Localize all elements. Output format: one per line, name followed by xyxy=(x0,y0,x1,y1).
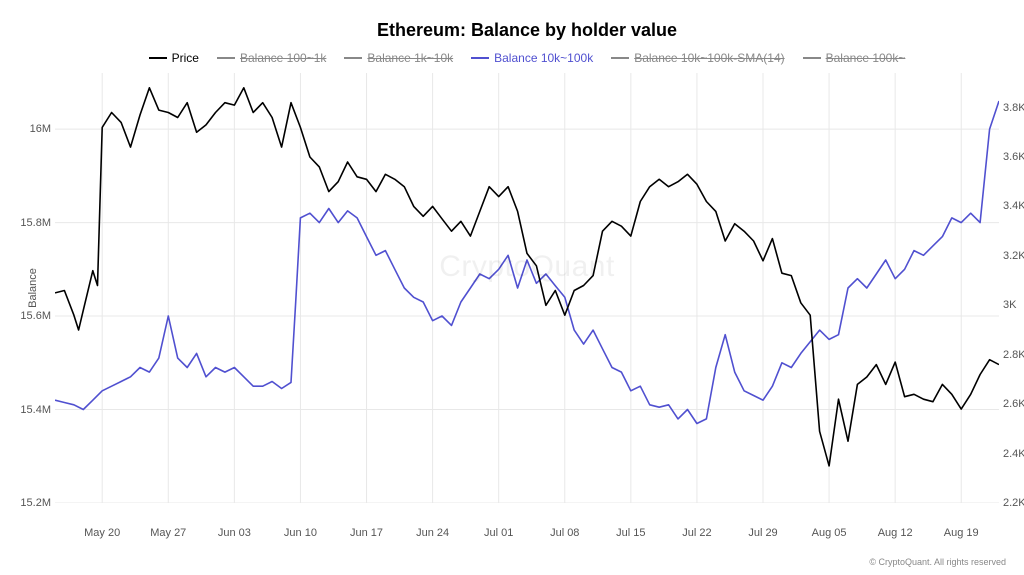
chart-container: Ethereum: Balance by holder value Price B… xyxy=(0,0,1024,575)
x-tick: Jul 22 xyxy=(682,527,711,539)
y-left-tick: 15.8M xyxy=(11,217,51,229)
x-tick: Jun 24 xyxy=(416,527,449,539)
x-tick: Jun 03 xyxy=(218,527,251,539)
x-tick: Jun 17 xyxy=(350,527,383,539)
y-right-tick: 3.2K xyxy=(1003,250,1024,262)
y-axis-right-ticks: 2.2K2.4K2.6K2.8K3K3.2K3.4K3.6K3.8K xyxy=(1003,73,1024,503)
legend-swatch-5 xyxy=(803,57,821,59)
x-tick: May 20 xyxy=(84,527,120,539)
y-right-tick: 3.4K xyxy=(1003,200,1024,212)
chart-svg xyxy=(55,73,999,503)
y-left-tick: 15.4M xyxy=(11,404,51,416)
x-tick: Aug 12 xyxy=(878,527,913,539)
legend-item-2[interactable]: Balance 1k~10k xyxy=(344,51,453,65)
legend-swatch-3 xyxy=(471,57,489,59)
x-tick: Aug 05 xyxy=(812,527,847,539)
legend-label-2: Balance 1k~10k xyxy=(367,51,453,65)
x-tick: May 27 xyxy=(150,527,186,539)
y-left-tick: 15.2M xyxy=(11,497,51,509)
legend-label-4: Balance 10k~100k-SMA(14) xyxy=(634,51,784,65)
legend-item-4[interactable]: Balance 10k~100k-SMA(14) xyxy=(611,51,784,65)
x-tick: Jul 01 xyxy=(484,527,513,539)
plot-area: Balance 15.2M15.4M15.6M15.8M16M 2.2K2.4K… xyxy=(55,73,999,503)
legend-item-5[interactable]: Balance 100k~ xyxy=(803,51,906,65)
y-right-tick: 3.8K xyxy=(1003,102,1024,114)
y-right-tick: 2.8K xyxy=(1003,349,1024,361)
chart-title: Ethereum: Balance by holder value xyxy=(55,20,999,41)
legend-label-0: Price xyxy=(172,51,199,65)
y-right-tick: 3.6K xyxy=(1003,151,1024,163)
legend-item-0[interactable]: Price xyxy=(149,51,199,65)
y-right-tick: 2.4K xyxy=(1003,448,1024,460)
x-tick: Jul 29 xyxy=(748,527,777,539)
legend-swatch-0 xyxy=(149,57,167,59)
x-tick: Jul 08 xyxy=(550,527,579,539)
legend-item-3[interactable]: Balance 10k~100k xyxy=(471,51,593,65)
x-tick: Jul 15 xyxy=(616,527,645,539)
legend-swatch-1 xyxy=(217,57,235,59)
y-right-tick: 3K xyxy=(1003,299,1024,311)
legend-label-5: Balance 100k~ xyxy=(826,51,906,65)
legend: Price Balance 100~1k Balance 1k~10k Balance… xyxy=(55,51,999,65)
x-tick: Jun 10 xyxy=(284,527,317,539)
legend-item-1[interactable]: Balance 100~1k xyxy=(217,51,326,65)
legend-label-3: Balance 10k~100k xyxy=(494,51,593,65)
legend-swatch-4 xyxy=(611,57,629,59)
y-axis-left-ticks: 15.2M15.4M15.6M15.8M16M xyxy=(11,73,51,503)
y-left-tick: 15.6M xyxy=(11,310,51,322)
y-right-tick: 2.2K xyxy=(1003,497,1024,509)
legend-label-1: Balance 100~1k xyxy=(240,51,326,65)
x-tick: Aug 19 xyxy=(944,527,979,539)
footer-copyright: © CryptoQuant. All rights reserved xyxy=(869,557,1006,567)
y-right-tick: 2.6K xyxy=(1003,398,1024,410)
y-left-tick: 16M xyxy=(11,123,51,135)
legend-swatch-2 xyxy=(344,57,362,59)
